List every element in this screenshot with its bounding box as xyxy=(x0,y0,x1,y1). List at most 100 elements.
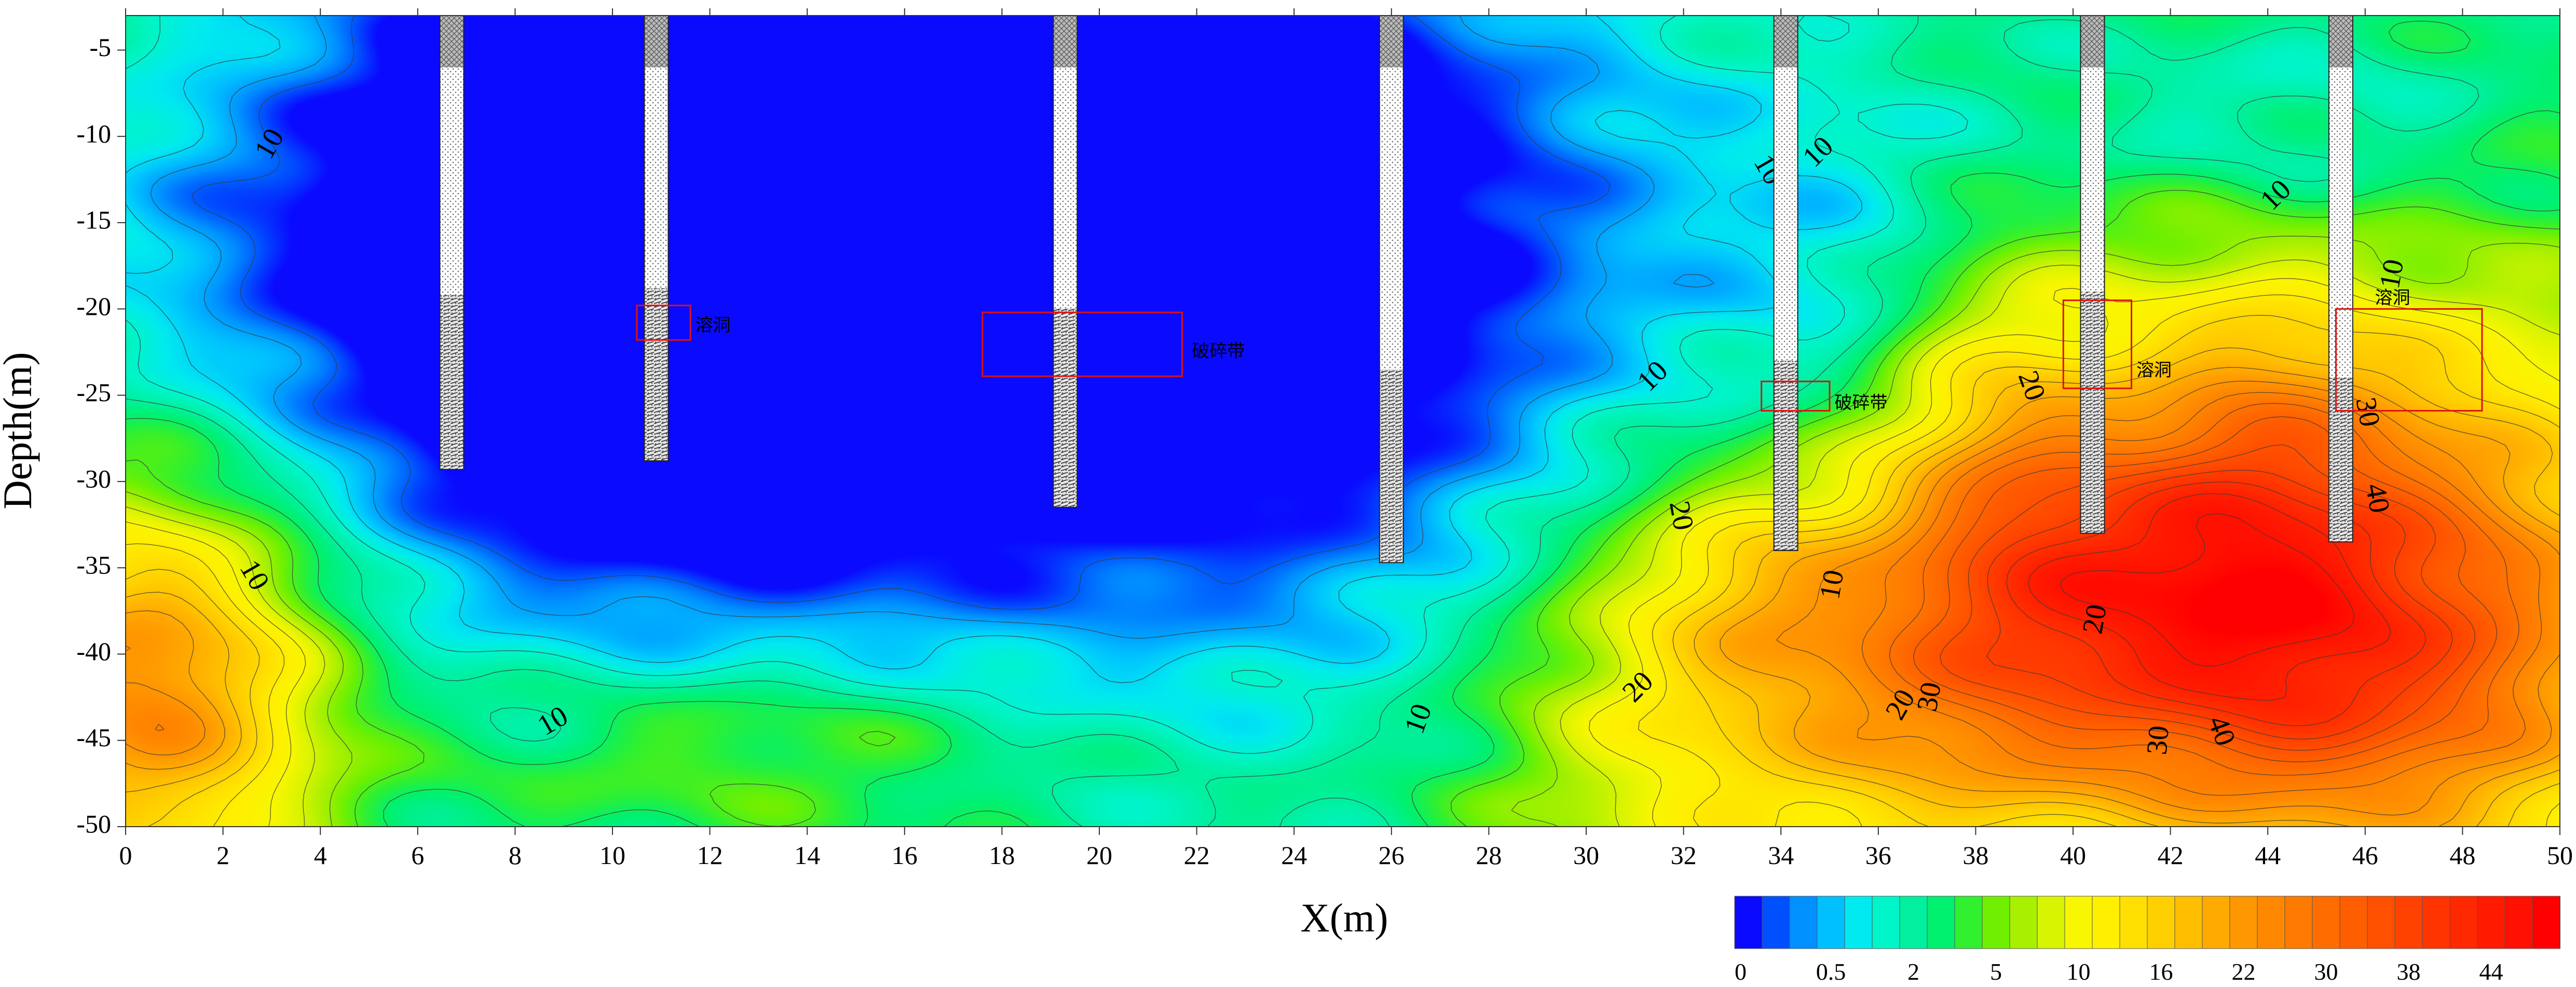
colorbar-swatch xyxy=(2092,896,2120,949)
x-tick-label: 14 xyxy=(794,841,820,870)
colorbar-swatch xyxy=(2422,896,2450,949)
y-tick-label: -20 xyxy=(76,292,111,321)
contour-label: 20 xyxy=(2076,602,2113,636)
plot-frame xyxy=(125,15,2560,827)
borehole-soil-layer xyxy=(440,67,464,295)
x-tick-label: 40 xyxy=(2060,841,2086,870)
contour-line xyxy=(1889,403,2519,776)
colorbar-label: 38 xyxy=(2397,958,2421,985)
borehole-fill-layer xyxy=(1379,16,1403,67)
colorbar-swatch xyxy=(2147,896,2175,949)
y-tick-label: -10 xyxy=(76,119,111,148)
borehole-fill-layer xyxy=(2080,16,2105,67)
x-tick-label: 44 xyxy=(2255,841,2281,870)
x-tick-label: 20 xyxy=(1086,841,1112,870)
borehole-column xyxy=(1773,15,1798,551)
borehole-soil-layer xyxy=(2080,67,2105,292)
colorbar-label: 22 xyxy=(2232,958,2256,985)
borehole-fill-layer xyxy=(644,16,669,67)
borehole-rock-layer xyxy=(2328,378,2353,542)
colorbar-swatch xyxy=(2119,896,2148,949)
contour-line xyxy=(2006,482,2427,726)
colorbar-swatch xyxy=(1872,896,1900,949)
contour-line xyxy=(1939,444,2475,751)
y-tick-label: -30 xyxy=(76,464,111,493)
x-tick-label: 12 xyxy=(697,841,723,870)
borehole-column xyxy=(1379,15,1404,564)
borehole-fill-layer xyxy=(1053,16,1078,67)
contour-line xyxy=(2060,513,2355,667)
annotation-label: 破碎带 xyxy=(1192,341,1245,362)
contour-label: 30 xyxy=(2141,724,2175,756)
colorbar-label: 5 xyxy=(1990,958,2002,985)
contour-label: 10 xyxy=(2374,257,2410,291)
x-tick-label: 10 xyxy=(599,841,625,870)
colorbar-swatch xyxy=(1982,896,2010,949)
borehole-soil-layer xyxy=(1053,67,1078,309)
contour-label: 40 xyxy=(2359,481,2396,515)
colorbar-swatch xyxy=(2064,896,2093,949)
borehole-rock-layer xyxy=(1379,369,1403,563)
contour-line xyxy=(192,15,1611,610)
x-tick-label: 16 xyxy=(892,841,918,870)
annotation-box xyxy=(2062,299,2133,389)
x-tick-label: 4 xyxy=(314,841,327,870)
colorbar-swatch xyxy=(2449,896,2478,949)
colorbar-swatch xyxy=(2367,896,2395,949)
y-tick-label: -25 xyxy=(76,378,111,407)
colorbar-swatch xyxy=(2339,896,2368,949)
contour-line xyxy=(1986,470,2453,739)
x-tick-label: 18 xyxy=(989,841,1015,870)
contour-line xyxy=(125,380,2560,816)
contour-line xyxy=(125,314,2560,827)
colorbar-swatch xyxy=(1927,896,1955,949)
colorbar-swatch xyxy=(1954,896,1983,949)
annotation-box xyxy=(982,311,1183,377)
annotation-label: 破碎带 xyxy=(1834,393,1887,414)
contour-line xyxy=(155,392,2542,796)
x-tick-label: 48 xyxy=(2449,841,2475,870)
contour-line xyxy=(125,236,2560,827)
x-tick-label: 30 xyxy=(1573,841,1599,870)
colorbar-swatch xyxy=(2257,896,2285,949)
colorbar-swatch xyxy=(1762,896,1790,949)
borehole-column xyxy=(644,15,669,461)
contour-line xyxy=(125,278,2560,827)
colorbar-swatch xyxy=(1817,896,1845,949)
x-tick-label: 6 xyxy=(411,841,424,870)
contour-lines xyxy=(125,15,2560,827)
x-tick-label: 36 xyxy=(1865,841,1891,870)
colorbar-label: 0 xyxy=(1735,958,1747,985)
x-tick-label: 50 xyxy=(2547,841,2573,870)
borehole-rock-layer xyxy=(2080,292,2105,533)
annotation-box xyxy=(1761,380,1831,412)
colorbar-swatch xyxy=(2504,896,2533,949)
annotation-label: 溶洞 xyxy=(2375,287,2410,308)
colorbar-swatch xyxy=(2532,896,2560,949)
x-tick-label: 38 xyxy=(1962,841,1988,870)
borehole-soil-layer xyxy=(1774,67,1798,361)
annotation-label: 溶洞 xyxy=(2136,360,2172,381)
colorbar-swatch xyxy=(2037,896,2065,949)
x-axis: 0 2 4 6 8 10 12 14 16 18 20 22 24 26 28 30 32 34 36 38 40 42 4… xyxy=(119,8,2573,870)
x-tick-label: 32 xyxy=(1671,841,1697,870)
borehole-rock-layer xyxy=(1053,309,1078,508)
y-tick-label: -40 xyxy=(76,637,111,666)
colorbar-swatch xyxy=(2009,896,2038,949)
colorbar: 0 0.5 2 5 10 16 22 30 38 44 xyxy=(1734,896,2560,985)
contour-label: 30 xyxy=(2349,395,2386,429)
borehole-fill-layer xyxy=(1774,16,1798,67)
borehole-soil-layer xyxy=(1379,67,1403,369)
x-tick-label: 34 xyxy=(1768,841,1794,870)
borehole-column xyxy=(2328,15,2353,543)
colorbar-label: 44 xyxy=(2479,958,2503,985)
colorbar-swatch xyxy=(1899,896,1928,949)
x-tick-label: 42 xyxy=(2158,841,2184,870)
contour-line xyxy=(2028,493,2391,701)
borehole-fill-layer xyxy=(440,16,464,67)
borehole-column xyxy=(2080,15,2105,534)
borehole-rock-layer xyxy=(440,295,464,470)
contour-line xyxy=(125,21,2560,827)
annotation-label: 溶洞 xyxy=(695,315,730,336)
